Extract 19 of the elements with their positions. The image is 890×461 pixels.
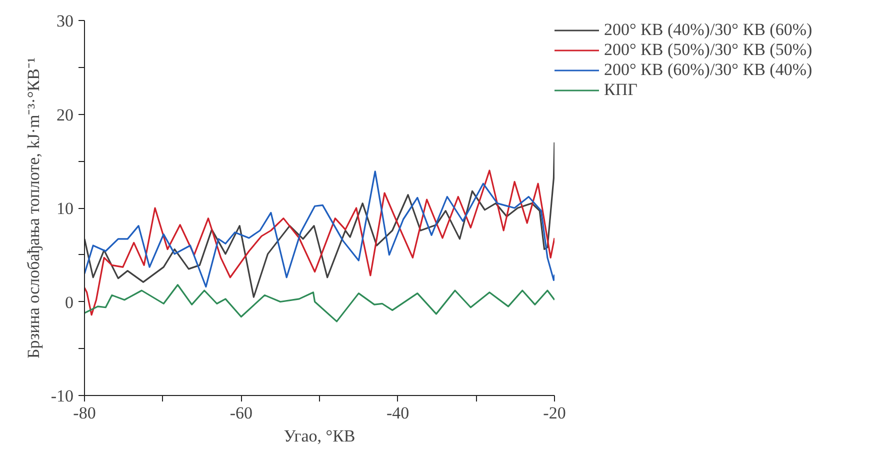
line-series [84, 284, 554, 322]
line-series [84, 170, 554, 288]
x-tick-label: -80 [73, 404, 96, 422]
legend-label: 200° КВ (50%)/30° КВ (50%) [604, 40, 812, 60]
y-tick-label: 10 [56, 199, 74, 218]
line-series [84, 170, 554, 316]
legend-label: 200° КВ (40%)/30° КВ (60%) [604, 20, 812, 40]
x-tick-label: -40 [386, 404, 410, 422]
y-tick-label: 0 [65, 292, 74, 312]
x-axis-title: Угао, °КВ [284, 426, 356, 446]
x-tick-label: -60 [230, 404, 253, 422]
legend-label: 200° КВ (60%)/30° КВ (40%) [604, 60, 812, 80]
y-tick-label: 30 [56, 12, 74, 30]
y-axis-title: Брзина ослобађања топлоте, kJ·m⁻³·°КВ⁻¹ [24, 57, 43, 359]
line-series [84, 142, 554, 298]
x-tick-label: -20 [543, 404, 566, 422]
y-tick-label: -10 [50, 386, 74, 406]
y-tick-label: 20 [56, 105, 74, 124]
legend-label: КПГ [604, 80, 638, 100]
